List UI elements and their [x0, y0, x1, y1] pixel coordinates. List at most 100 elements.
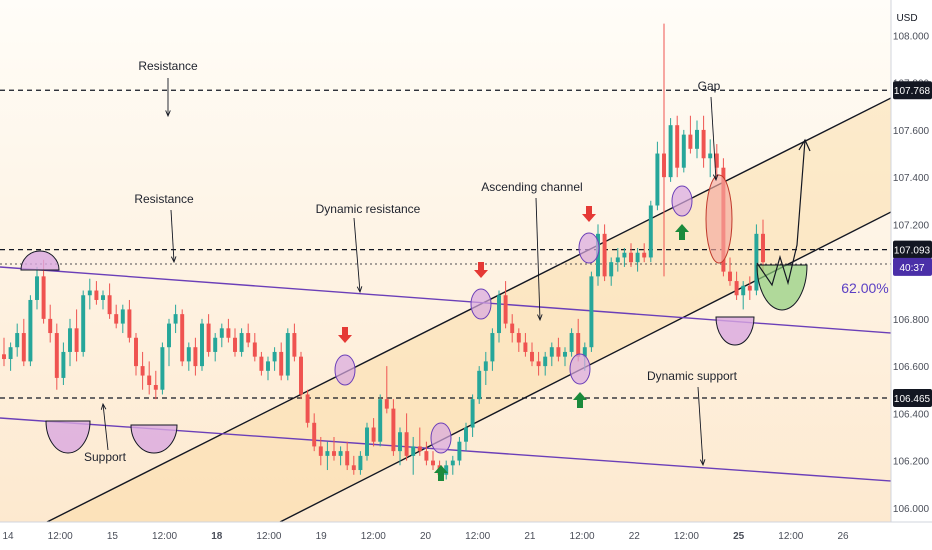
candle[interactable] — [114, 304, 119, 329]
candle[interactable] — [450, 455, 455, 475]
candle[interactable] — [173, 304, 178, 334]
candle[interactable] — [371, 418, 376, 447]
candle[interactable] — [8, 342, 13, 371]
candle[interactable] — [140, 351, 145, 390]
candle[interactable] — [483, 351, 488, 386]
candle[interactable] — [563, 347, 567, 367]
candle[interactable] — [728, 257, 732, 286]
candle[interactable] — [384, 366, 389, 414]
candle[interactable] — [200, 318, 204, 371]
candle[interactable] — [15, 323, 20, 357]
candle[interactable] — [523, 333, 528, 357]
candle[interactable] — [134, 333, 138, 376]
candle[interactable] — [622, 248, 627, 267]
candle[interactable] — [516, 328, 521, 352]
candle[interactable] — [351, 455, 356, 475]
candle[interactable] — [589, 271, 594, 352]
candle[interactable] — [2, 337, 6, 367]
candle[interactable] — [668, 118, 673, 182]
candle[interactable] — [358, 451, 363, 475]
candle[interactable] — [391, 399, 396, 456]
candle[interactable] — [61, 342, 66, 386]
candle[interactable] — [94, 281, 99, 305]
candle[interactable] — [543, 351, 548, 376]
candle[interactable] — [457, 436, 462, 466]
candle[interactable] — [688, 115, 693, 154]
candle[interactable] — [21, 318, 26, 367]
candle[interactable] — [312, 413, 317, 452]
candle[interactable] — [107, 283, 112, 319]
candle[interactable] — [101, 290, 105, 310]
candle[interactable] — [497, 290, 501, 343]
candle[interactable] — [662, 23, 666, 277]
candle[interactable] — [464, 422, 468, 452]
candle[interactable] — [701, 115, 706, 168]
candle[interactable] — [345, 441, 350, 471]
candle[interactable] — [411, 436, 416, 475]
candle[interactable] — [28, 295, 33, 367]
candle[interactable] — [530, 342, 534, 367]
candle[interactable] — [510, 314, 515, 343]
candle[interactable] — [648, 200, 653, 263]
candle[interactable] — [556, 337, 561, 362]
candle[interactable] — [431, 451, 435, 471]
candle[interactable] — [153, 370, 158, 400]
candle[interactable] — [246, 323, 251, 348]
candle[interactable] — [655, 141, 660, 211]
candle[interactable] — [272, 347, 277, 371]
candle[interactable] — [239, 328, 244, 357]
candle[interactable] — [318, 436, 323, 466]
candle[interactable] — [747, 276, 752, 300]
candle[interactable] — [206, 314, 211, 357]
candle[interactable] — [147, 361, 152, 395]
candle[interactable] — [266, 356, 270, 381]
candle[interactable] — [503, 281, 508, 329]
candle[interactable] — [675, 115, 680, 178]
candle[interactable] — [252, 333, 257, 362]
candle[interactable] — [490, 328, 495, 371]
candle[interactable] — [219, 323, 224, 348]
candle[interactable] — [404, 413, 409, 461]
candle[interactable] — [127, 299, 132, 343]
candle[interactable] — [332, 436, 336, 461]
candle[interactable] — [279, 342, 284, 381]
candle[interactable] — [167, 318, 171, 367]
candle[interactable] — [477, 366, 482, 404]
candle[interactable] — [695, 120, 699, 159]
candle[interactable] — [609, 257, 614, 286]
candle[interactable] — [193, 337, 198, 376]
candle[interactable] — [569, 328, 574, 357]
candle[interactable] — [635, 248, 640, 272]
candle[interactable] — [417, 427, 422, 456]
candle[interactable] — [74, 309, 79, 362]
candle[interactable] — [681, 129, 686, 173]
candle[interactable] — [398, 427, 402, 466]
candle[interactable] — [160, 342, 165, 395]
candle[interactable] — [754, 224, 759, 296]
candle[interactable] — [536, 351, 541, 376]
candle[interactable] — [325, 441, 330, 471]
candle[interactable] — [259, 351, 264, 376]
candle[interactable] — [48, 304, 53, 343]
candle[interactable] — [708, 139, 713, 178]
candle[interactable] — [642, 243, 647, 263]
candle[interactable] — [35, 266, 39, 310]
candle[interactable] — [233, 328, 237, 357]
candle[interactable] — [761, 219, 765, 272]
candle[interactable] — [338, 446, 343, 466]
candle[interactable] — [714, 144, 719, 178]
candle[interactable] — [186, 342, 191, 371]
candle[interactable] — [602, 224, 607, 282]
candle[interactable] — [424, 441, 429, 466]
candle[interactable] — [549, 342, 554, 367]
candle[interactable] — [213, 333, 218, 362]
candle[interactable] — [180, 309, 185, 367]
candle[interactable] — [292, 323, 297, 362]
candle[interactable] — [68, 318, 72, 367]
candle[interactable] — [378, 394, 383, 447]
candle[interactable] — [615, 248, 620, 272]
candle[interactable] — [299, 351, 303, 400]
candle[interactable] — [87, 278, 92, 310]
candle[interactable] — [734, 271, 739, 300]
price-axis[interactable]: USD 108.000107.800107.600107.400107.2001… — [890, 0, 932, 522]
